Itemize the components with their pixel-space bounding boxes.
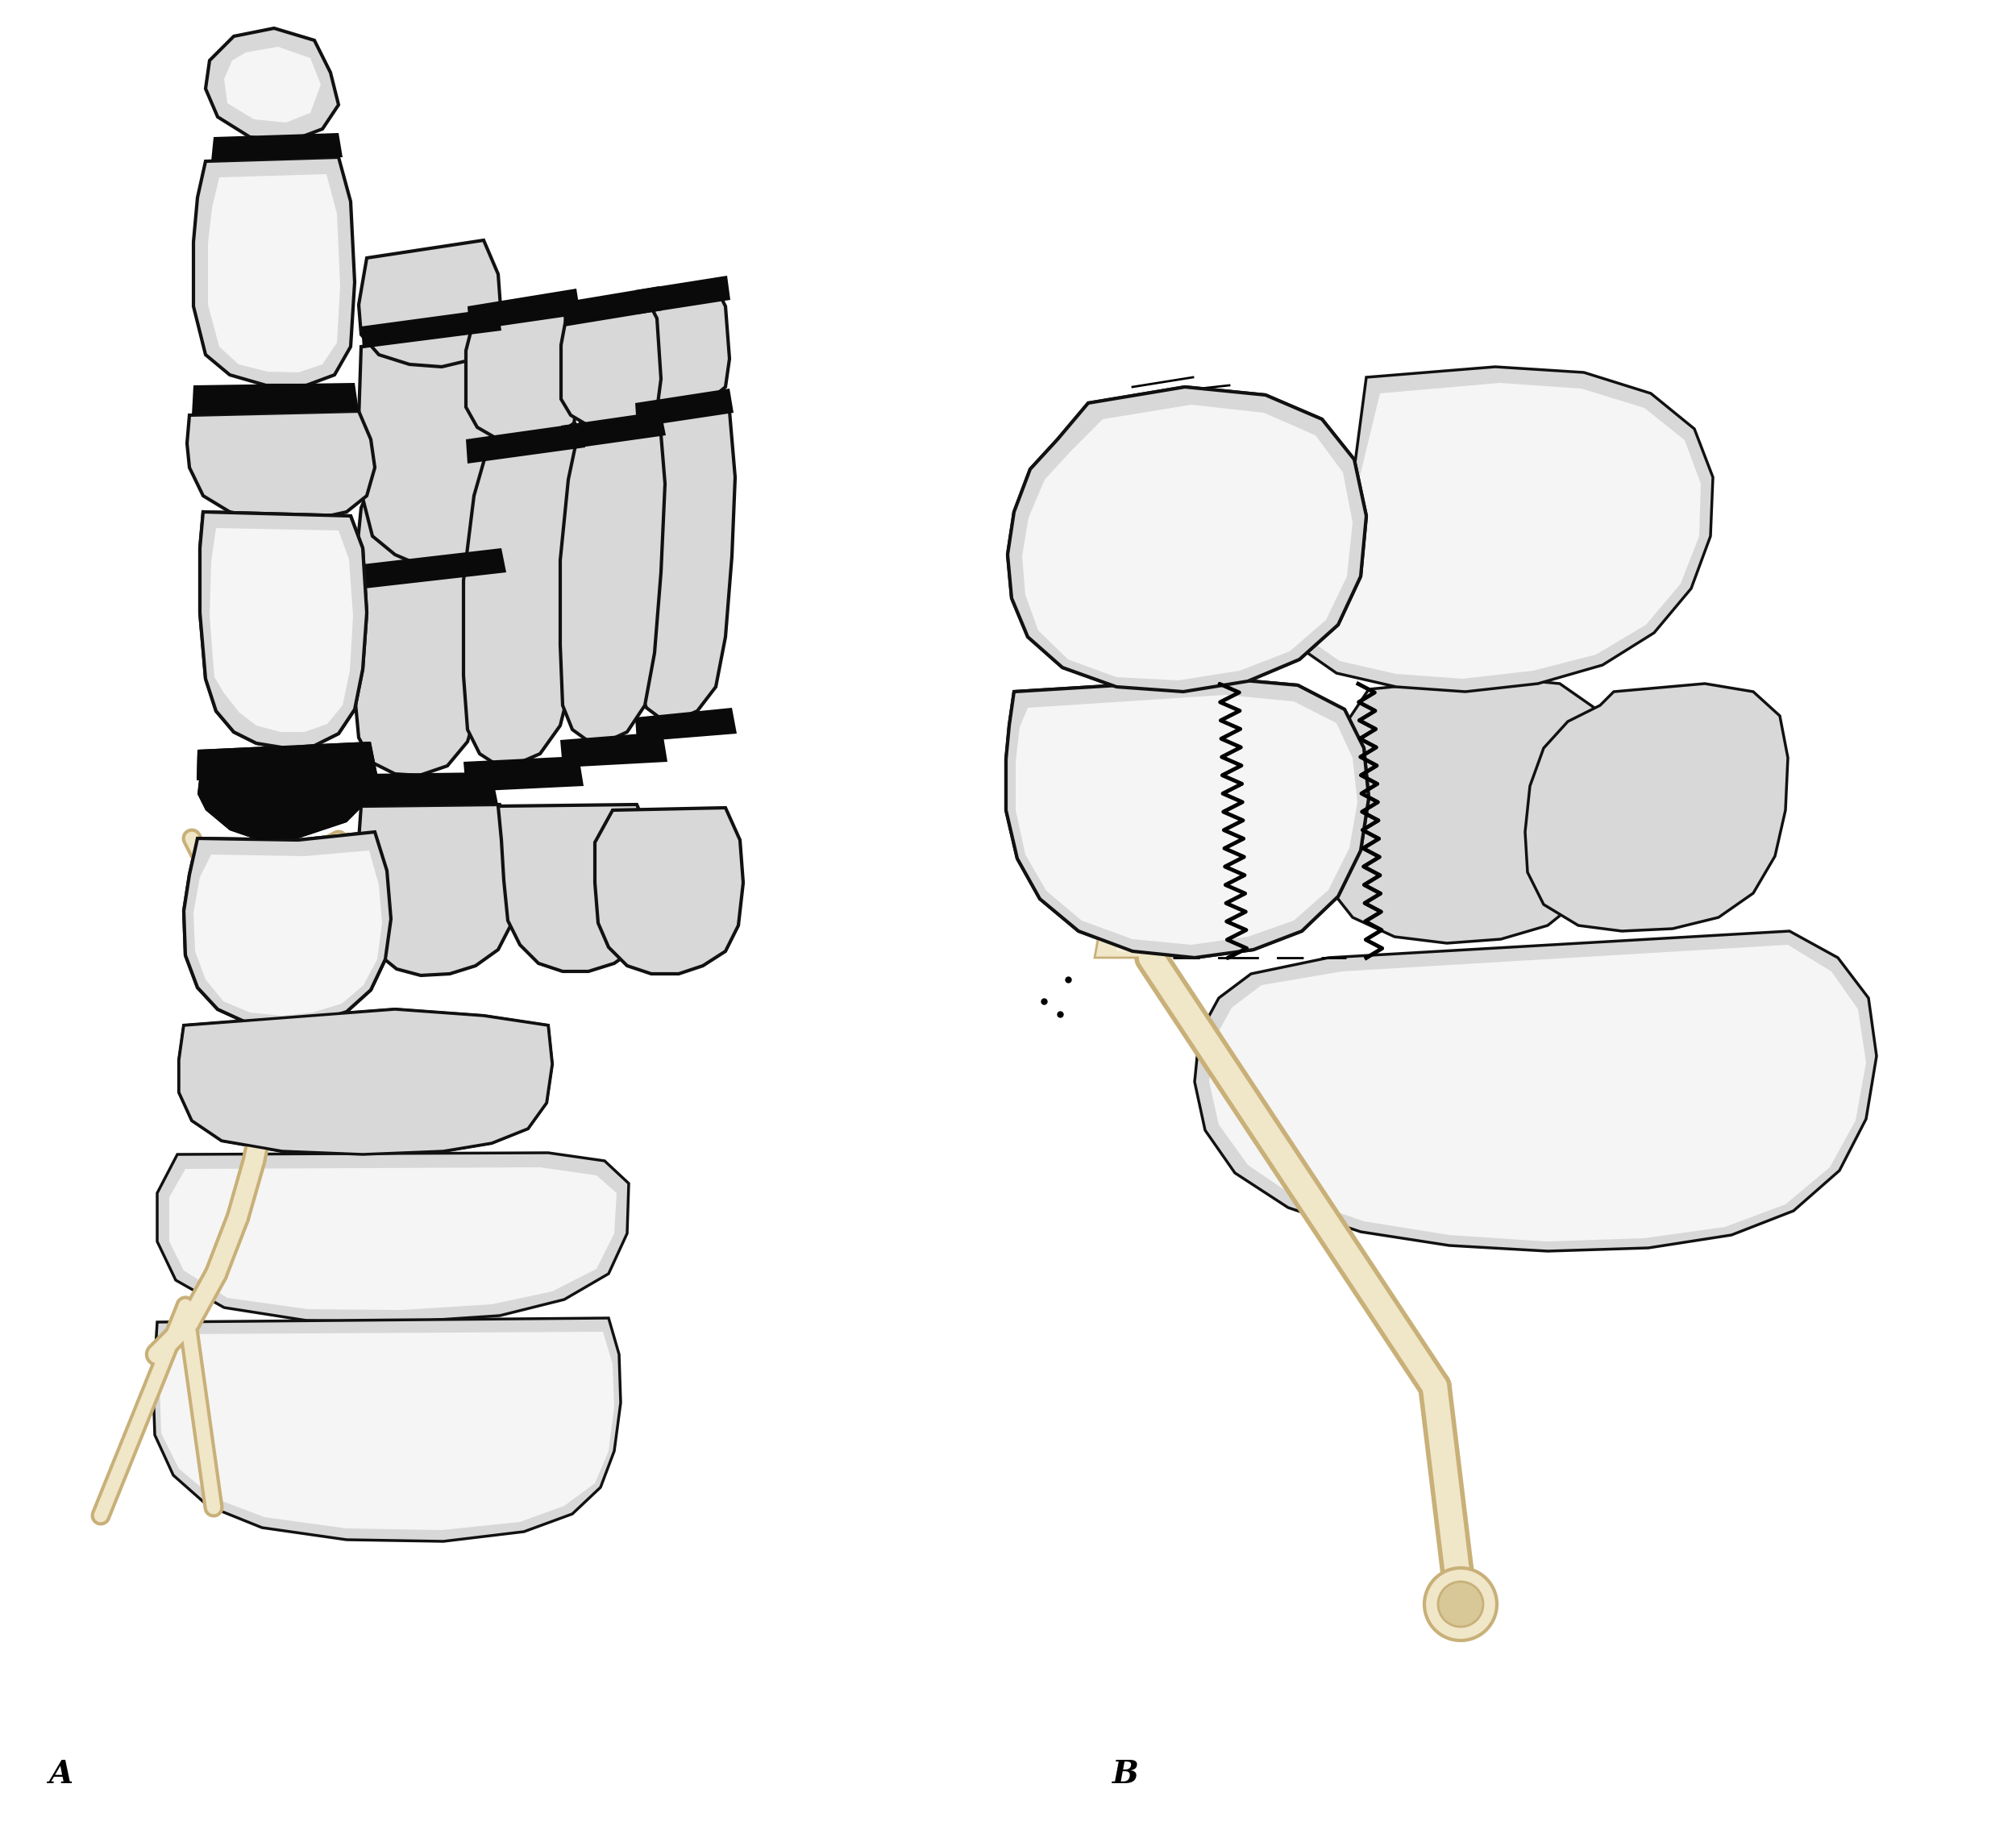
Text: B: B	[1113, 1759, 1139, 1790]
Polygon shape	[464, 399, 583, 765]
Polygon shape	[200, 513, 367, 748]
Polygon shape	[1210, 945, 1867, 1241]
Polygon shape	[212, 132, 343, 162]
Polygon shape	[194, 851, 383, 1016]
Polygon shape	[1195, 932, 1877, 1252]
Polygon shape	[224, 46, 321, 123]
Polygon shape	[194, 851, 383, 1016]
Circle shape	[1437, 1583, 1484, 1627]
Polygon shape	[210, 528, 353, 732]
Polygon shape	[198, 765, 379, 840]
Polygon shape	[1320, 676, 1613, 943]
Polygon shape	[153, 1318, 621, 1542]
Polygon shape	[1016, 695, 1357, 945]
Polygon shape	[468, 289, 581, 331]
Polygon shape	[1117, 689, 1171, 952]
Polygon shape	[464, 755, 583, 792]
Polygon shape	[560, 292, 661, 428]
Polygon shape	[363, 548, 506, 588]
Polygon shape	[179, 1009, 552, 1154]
Circle shape	[1425, 1568, 1498, 1641]
Polygon shape	[159, 1333, 615, 1529]
Polygon shape	[206, 28, 339, 142]
Polygon shape	[1022, 404, 1353, 680]
Polygon shape	[1008, 388, 1367, 691]
Polygon shape	[353, 412, 492, 776]
Polygon shape	[635, 388, 736, 719]
Polygon shape	[359, 241, 502, 368]
Polygon shape	[635, 283, 730, 406]
Polygon shape	[1022, 404, 1353, 680]
Polygon shape	[359, 772, 498, 807]
Text: A: A	[48, 1759, 73, 1790]
Polygon shape	[183, 833, 391, 1026]
Polygon shape	[562, 287, 663, 327]
Polygon shape	[183, 833, 391, 1026]
Polygon shape	[361, 309, 502, 347]
Polygon shape	[466, 423, 585, 463]
Polygon shape	[169, 1167, 617, 1310]
Polygon shape	[635, 276, 730, 314]
Polygon shape	[194, 158, 355, 386]
Polygon shape	[208, 175, 341, 373]
Polygon shape	[1524, 684, 1788, 932]
Polygon shape	[635, 708, 736, 743]
Polygon shape	[359, 329, 502, 568]
Polygon shape	[1016, 695, 1357, 945]
Polygon shape	[1006, 678, 1369, 958]
Polygon shape	[179, 1009, 552, 1154]
Polygon shape	[198, 765, 379, 840]
Polygon shape	[1095, 684, 1183, 958]
Polygon shape	[200, 513, 367, 748]
Polygon shape	[187, 412, 375, 520]
Polygon shape	[359, 805, 518, 976]
Polygon shape	[595, 807, 744, 974]
Polygon shape	[198, 743, 377, 781]
Polygon shape	[1008, 388, 1367, 691]
Polygon shape	[190, 1026, 544, 1149]
Polygon shape	[1288, 368, 1714, 691]
Polygon shape	[198, 743, 377, 781]
Polygon shape	[1296, 382, 1702, 678]
Polygon shape	[466, 296, 579, 443]
Polygon shape	[498, 805, 655, 972]
Polygon shape	[192, 382, 359, 415]
Polygon shape	[560, 732, 667, 768]
Polygon shape	[560, 412, 665, 450]
Polygon shape	[635, 388, 734, 426]
Polygon shape	[1006, 678, 1369, 958]
Polygon shape	[560, 388, 665, 743]
Polygon shape	[157, 1152, 629, 1322]
Polygon shape	[210, 528, 353, 732]
